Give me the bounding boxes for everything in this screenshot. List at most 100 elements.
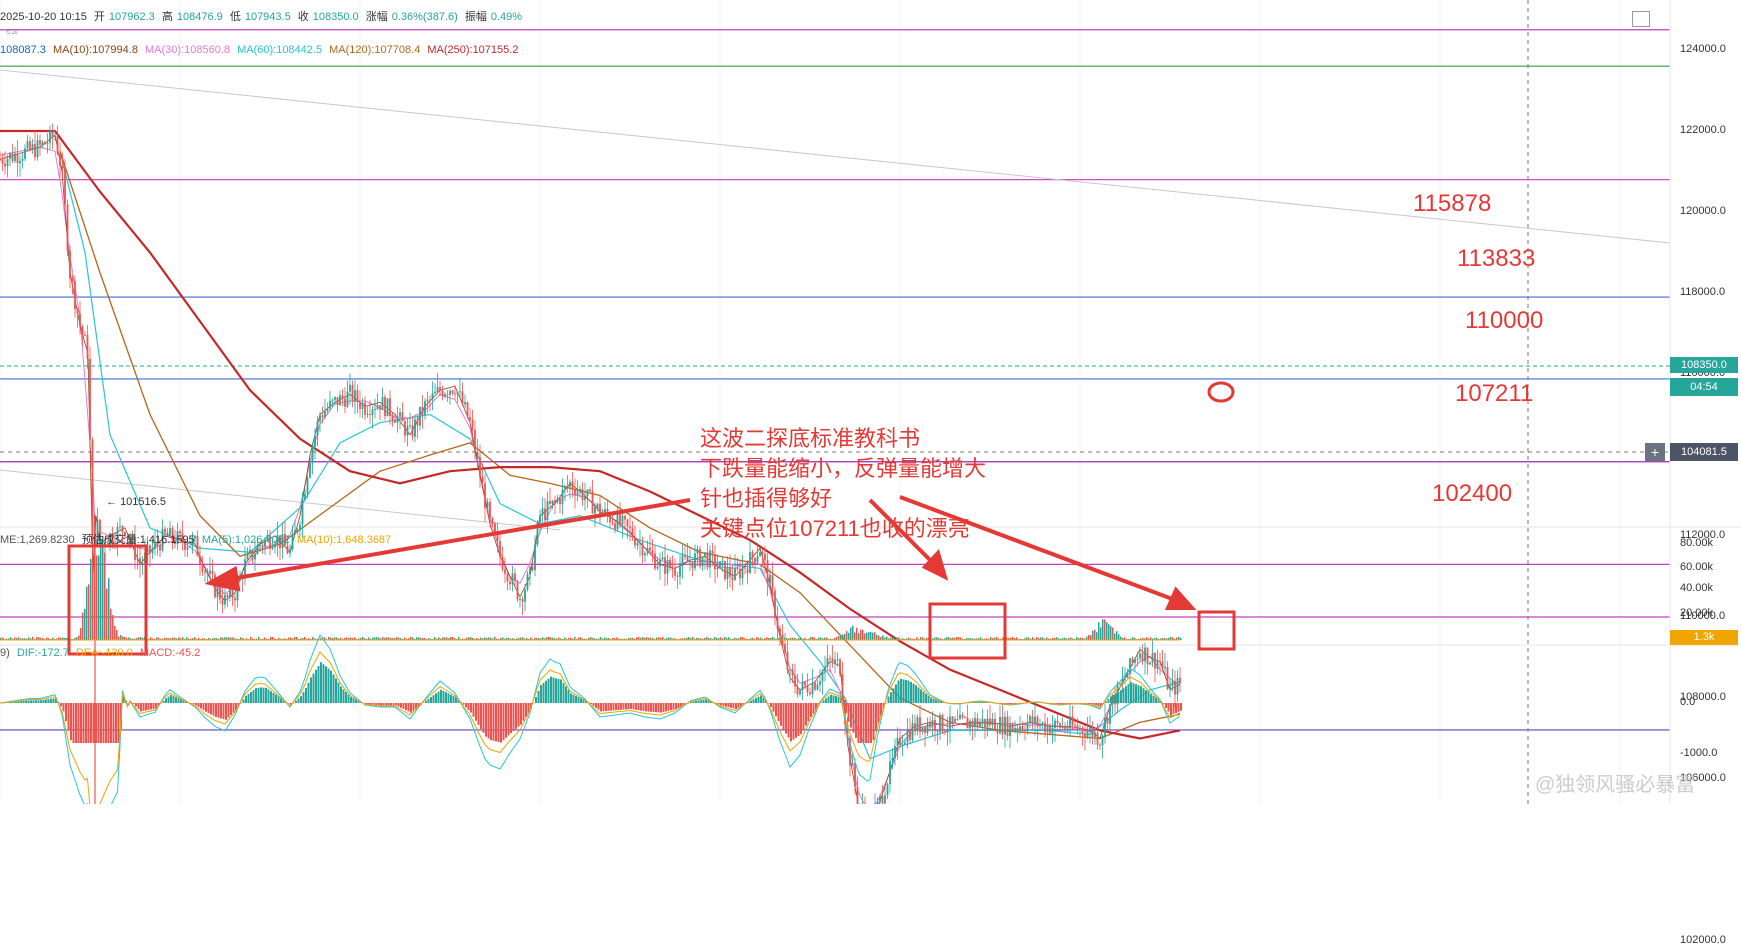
visibility-icon[interactable]: ಊ [6,26,18,37]
macd-bar [715,703,717,704]
add-icon[interactable]: + [1645,443,1665,461]
candle-body [1034,716,1036,725]
candle-body [544,508,546,520]
ma250-line [0,129,1181,740]
candle-body [1126,674,1129,678]
candle-body [199,555,201,564]
macd-bar [1055,703,1057,704]
macd-bar [970,702,972,703]
level-label-102400: 102400 [1432,480,1513,507]
candle-body [1006,716,1009,736]
candle-body [594,506,596,514]
candle-body [176,531,179,545]
volume-bar [580,637,582,640]
candle-body [546,500,549,520]
macd-bar [200,703,202,709]
macd-bar [87,703,90,743]
candle-body [21,158,24,161]
candle-body [496,533,499,542]
macd-bar [135,703,137,707]
volume-bar [730,638,732,640]
macd-bar [690,701,692,703]
macd-bar [937,700,940,703]
volume-bar [780,637,782,640]
candle-body [396,416,399,423]
volume-bar [962,638,964,640]
macd-bar [757,696,760,703]
candle-body [619,512,621,525]
macd-bar [515,703,517,729]
macd-bar [897,680,900,703]
volume-bar [362,636,364,640]
macd-bar [857,703,860,743]
chart-canvas[interactable] [0,0,1741,804]
candle-body [361,402,364,410]
volume-bar [278,637,280,640]
volume-bar [18,637,20,640]
candle-body [589,489,591,492]
macd-bar [887,696,890,703]
volume-bar [206,638,208,640]
candle-body [1154,652,1156,669]
macd-bar [1150,694,1152,703]
level-label-115878: 115878 [1413,190,1492,217]
volume-bar [32,636,34,640]
volume-bar [176,638,178,640]
candle-body [786,651,789,670]
macd-bar [337,682,340,703]
candle-body [604,508,606,514]
macd-bar [1062,703,1065,705]
macd-bar [720,703,722,706]
volume-bar [658,637,660,640]
macd-bar [725,703,727,707]
volume-bar [566,638,568,640]
candle-body [271,547,274,549]
volume-bar [524,638,526,640]
volume-bar [438,637,440,640]
candle-body [16,153,19,164]
macd-bar [407,703,410,712]
ma120-line [59,151,1181,740]
candle-body [326,408,329,412]
volume-bar [756,637,758,640]
volume-bar [564,637,566,640]
macd-bar [550,676,552,703]
macd-bar [837,696,840,703]
candle-body [581,488,584,501]
volume-bar [992,638,994,640]
candle-body [711,550,714,555]
volume-bar [536,637,538,640]
axis-tick-label: 60.00k [1680,561,1714,573]
expand-icon[interactable] [1632,11,1650,27]
volume-bar [904,638,906,640]
candle-body [209,570,211,574]
macd-bar [727,703,730,708]
volume-bar [1020,638,1022,640]
candle-body [114,542,116,544]
volume-bar [22,638,24,640]
macd-bar [562,682,565,703]
macd-bar [300,696,302,703]
macd-bar [655,703,657,713]
volume-bar [834,637,836,640]
macd-bar [242,699,245,703]
candle-body [446,394,449,396]
macd-bar [652,703,655,712]
volume-bar [686,637,688,640]
macd-bar [662,703,665,712]
candle-body [1014,727,1016,730]
candle-body [109,533,111,546]
macd-bar [592,703,595,706]
candle-body [691,561,694,569]
macd-bar [422,702,425,704]
macd-bar [855,703,857,738]
volume-bar [366,638,368,640]
volume-bar [120,634,122,640]
volume-bar [882,635,884,640]
volume-bar [1106,622,1108,640]
macd-bar [1157,699,1160,703]
macd-bar [542,682,545,703]
volume-bar [172,637,174,640]
volume-bar [104,552,106,640]
volume-bar [1098,622,1100,640]
